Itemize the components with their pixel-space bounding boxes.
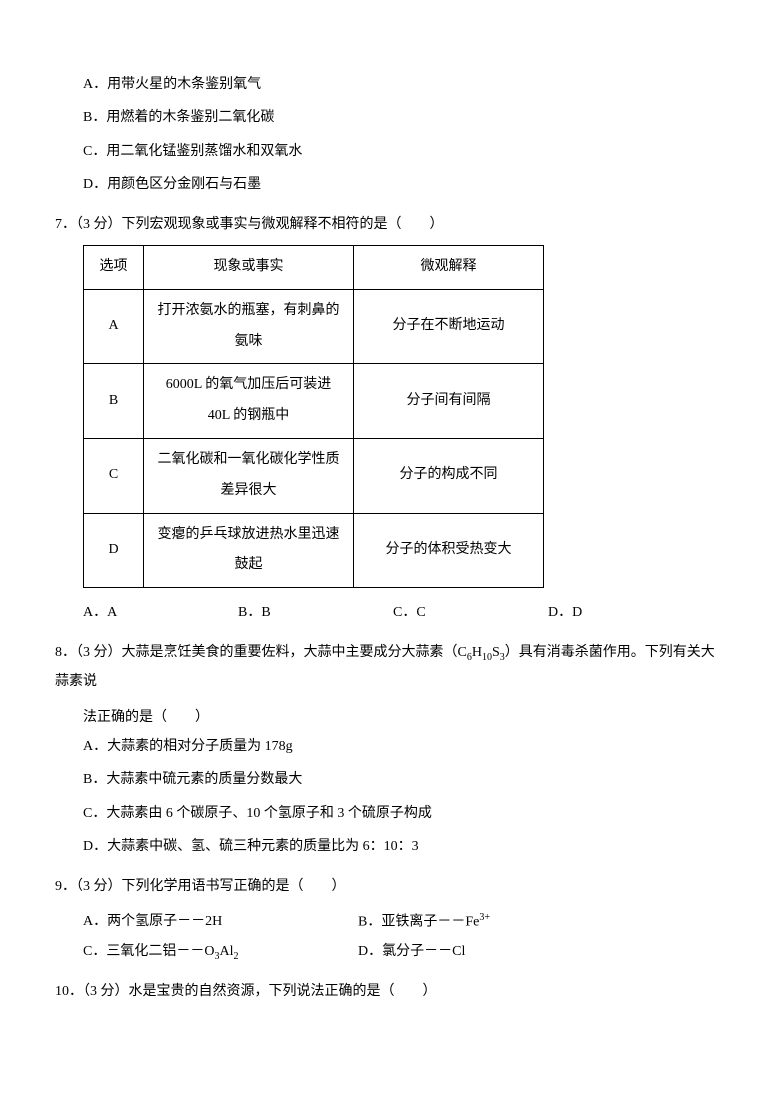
q9-d-text: D．氯分子－－Cl [358,944,465,959]
q8-mid1: H [472,645,482,660]
cell-fact-l2: 40L 的钢瓶中 [208,408,290,423]
table-row: D 变瘪的乒乓球放进热水里迅速 鼓起 分子的体积受热变大 [84,513,544,588]
q6-option-b[interactable]: B．用燃着的木条鉴别二氧化碳 [55,103,725,132]
choice-label: B．B [238,605,271,620]
cell-fact-l2: 差异很大 [221,483,277,498]
q8-stem-pre: 8．（3 分）大蒜是烹饪美食的重要佐料，大蒜中主要成分大蒜素（C [55,645,467,660]
cell-fact: 变瘪的乒乓球放进热水里迅速 鼓起 [144,513,354,588]
q9-option-b[interactable]: B．亚铁离子－－Fe3+ [358,907,633,937]
th-explanation: 微观解释 [354,245,544,289]
q9-c-mid: Al [219,944,233,959]
q7-choice-a[interactable]: A．A [83,598,238,627]
q9-row1: A．两个氢原子－－2H B．亚铁离子－－Fe3+ [83,907,725,937]
table-row: A 打开浓氨水的瓶塞，有刺鼻的 氨味 分子在不断地运动 [84,289,544,364]
q9-option-a[interactable]: A．两个氢原子－－2H [83,907,358,937]
q9-stem-text: 9．（3 分）下列化学用语书写正确的是（ ） [55,879,346,894]
cell-opt: A [84,289,144,364]
q8-mid2: S [492,645,500,660]
cell-exp: 分子在不断地运动 [354,289,544,364]
q10-stem-text: 10．（3 分）水是宝贵的自然资源，下列说法正确的是（ ） [55,984,437,999]
q8-option-a[interactable]: A．大蒜素的相对分子质量为 178g [55,732,725,761]
cell-exp: 分子的构成不同 [354,438,544,513]
q7-stem-text: 7．（3 分）下列宏观现象或事实与微观解释不相符的是（ ） [55,217,444,232]
cell-fact-l1: 打开浓氨水的瓶塞，有刺鼻的 [158,303,340,318]
q8-option-b-text: B．大蒜素中硫元素的质量分数最大 [83,772,302,787]
choice-label: D．D [548,605,582,620]
q10-stem: 10．（3 分）水是宝贵的自然资源，下列说法正确的是（ ） [55,977,725,1006]
q9-stem: 9．（3 分）下列化学用语书写正确的是（ ） [55,872,725,901]
cell-fact-l2: 鼓起 [235,557,263,572]
cell-opt: D [84,513,144,588]
choice-label: C．C [393,605,426,620]
q6-option-a-text: A．用带火星的木条鉴别氧气 [83,77,261,92]
q8-stem-line2: 法正确的是（ ） [55,703,725,732]
q6-option-c-text: C．用二氧化锰鉴别蒸馏水和双氧水 [83,144,302,159]
choice-label: A．A [83,605,117,620]
q9-row2: C．三氧化二铝－－O3Al2 D．氯分子－－Cl [83,937,725,967]
q6-option-a[interactable]: A．用带火星的木条鉴别氧气 [55,70,725,99]
q9-a-text: A．两个氢原子－－2H [83,914,222,929]
q8-option-a-text: A．大蒜素的相对分子质量为 178g [83,739,293,754]
q8-option-c-text: C．大蒜素由 6 个碳原子、10 个氢原子和 3 个硫原子构成 [83,806,432,821]
q6-option-d-text: D．用颜色区分金刚石与石墨 [83,177,261,192]
q7-choices: A．A B．B C．C D．D [83,598,725,627]
cell-fact-l1: 6000L 的氧气加压后可装进 [166,377,332,392]
q9-option-d[interactable]: D．氯分子－－Cl [358,937,633,967]
q9-c-pre: C．三氧化二铝－－O [83,944,214,959]
table-row: B 6000L 的氧气加压后可装进 40L 的钢瓶中 分子间有间隔 [84,364,544,439]
q8-option-b[interactable]: B．大蒜素中硫元素的质量分数最大 [55,765,725,794]
th-fact: 现象或事实 [144,245,354,289]
q7-table: 选项 现象或事实 微观解释 A 打开浓氨水的瓶塞，有刺鼻的 氨味 分子在不断地运… [83,245,544,588]
cell-opt: C [84,438,144,513]
th-option: 选项 [84,245,144,289]
q6-option-d[interactable]: D．用颜色区分金刚石与石墨 [55,170,725,199]
q8-option-c[interactable]: C．大蒜素由 6 个碳原子、10 个氢原子和 3 个硫原子构成 [55,799,725,828]
q9-b-sup: 3+ [479,912,490,923]
q6-option-b-text: B．用燃着的木条鉴别二氧化碳 [83,110,274,125]
q8-sub2: 10 [482,651,492,662]
q7-choice-c[interactable]: C．C [393,598,548,627]
q8-stem: 8．（3 分）大蒜是烹饪美食的重要佐料，大蒜中主要成分大蒜素（C6H10S3）具… [55,638,725,697]
cell-opt: B [84,364,144,439]
q7-stem: 7．（3 分）下列宏观现象或事实与微观解释不相符的是（ ） [55,210,725,239]
q6-option-c[interactable]: C．用二氧化锰鉴别蒸馏水和双氧水 [55,137,725,166]
cell-fact-l1: 二氧化碳和一氧化碳化学性质 [158,452,340,467]
q9-option-c[interactable]: C．三氧化二铝－－O3Al2 [83,937,358,967]
q8-option-d-text: D．大蒜素中碳、氢、硫三种元素的质量比为 6：10：3 [83,839,419,854]
cell-exp: 分子间有间隔 [354,364,544,439]
q7-choice-d[interactable]: D．D [548,598,668,627]
cell-fact: 打开浓氨水的瓶塞，有刺鼻的 氨味 [144,289,354,364]
cell-fact: 6000L 的氧气加压后可装进 40L 的钢瓶中 [144,364,354,439]
cell-exp: 分子的体积受热变大 [354,513,544,588]
q8-option-d[interactable]: D．大蒜素中碳、氢、硫三种元素的质量比为 6：10：3 [55,832,725,861]
q9-c-sub2: 2 [233,951,238,962]
q8-stem-line2-text: 法正确的是（ ） [83,710,209,725]
q9-b-text: B．亚铁离子－－Fe [358,915,479,930]
table-header-row: 选项 现象或事实 微观解释 [84,245,544,289]
q7-choice-b[interactable]: B．B [238,598,393,627]
cell-fact-l1: 变瘪的乒乓球放进热水里迅速 [158,527,340,542]
cell-fact: 二氧化碳和一氧化碳化学性质 差异很大 [144,438,354,513]
cell-fact-l2: 氨味 [235,334,263,349]
table-row: C 二氧化碳和一氧化碳化学性质 差异很大 分子的构成不同 [84,438,544,513]
